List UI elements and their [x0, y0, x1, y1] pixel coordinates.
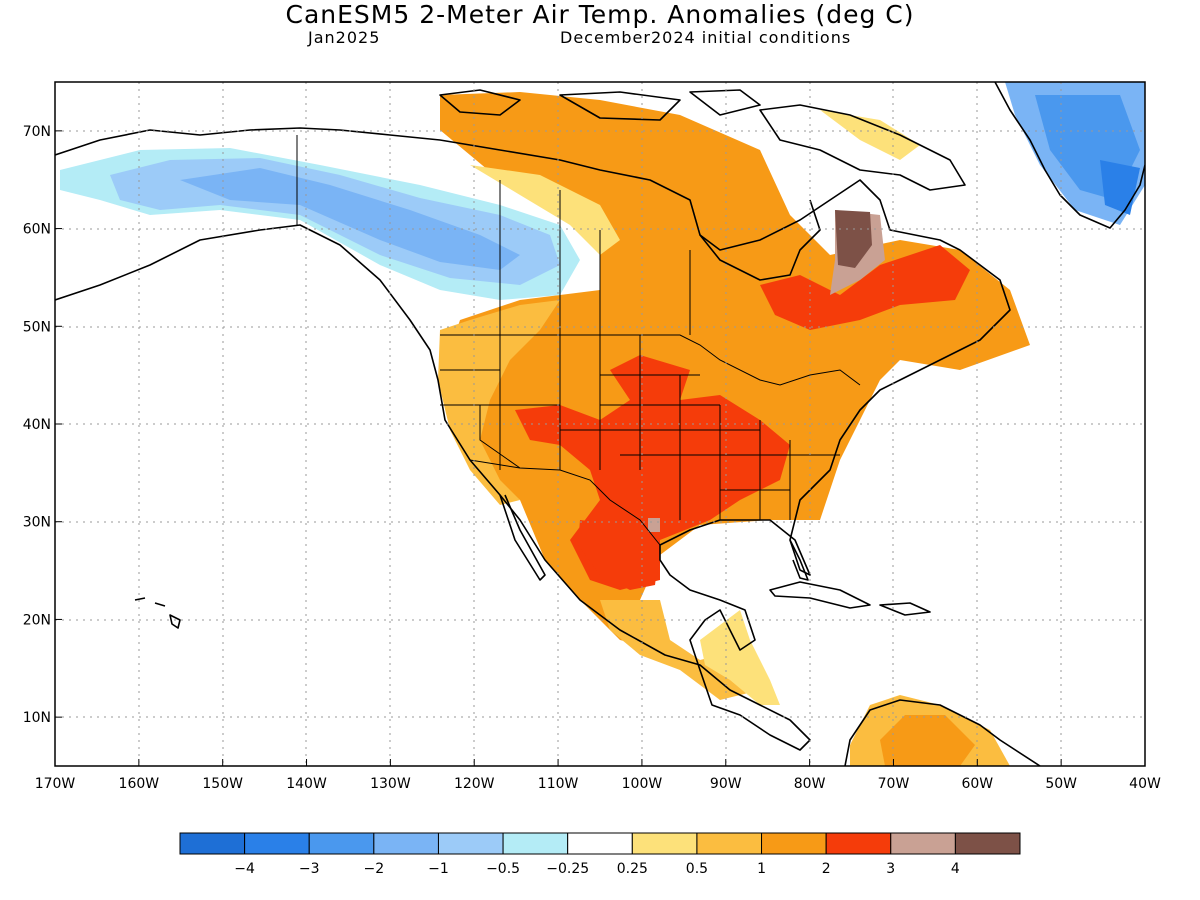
legend-label: −4: [234, 861, 255, 877]
lat-tick-label: 70N: [23, 124, 51, 140]
legend-label: 4: [951, 861, 960, 877]
lon-tick-label: 150W: [202, 776, 243, 792]
map-title: CanESM5 2-Meter Air Temp. Anomalies (deg…: [285, 0, 915, 29]
legend-swatch: [373, 832, 439, 855]
anomaly-region-gulf-hot: [578, 520, 660, 590]
lon-tick-label: 120W: [454, 776, 495, 792]
longitude-ticks: 170W 160W 150W 140W 130W 120W 110W 100W 90W 80W 70…: [35, 759, 1161, 792]
lon-tick-label: 110W: [538, 776, 579, 792]
legend-swatch: [825, 832, 892, 855]
target-month: Jan2025: [308, 28, 381, 47]
legend-swatch: [761, 832, 827, 855]
lat-tick-label: 20N: [23, 612, 51, 628]
map-plot-area: [55, 82, 1145, 766]
anomaly-region-centralamerica: [700, 610, 780, 705]
lat-tick-label: 10N: [23, 710, 51, 726]
anomaly-region-alaska-core: [180, 168, 520, 270]
lon-tick-label: 160W: [119, 776, 160, 792]
anomaly-region-southamerica-core: [880, 715, 975, 766]
graticule: [55, 82, 1145, 766]
coastline-arctic-islands: [439, 89, 761, 121]
anomaly-region-quebec-hot: [760, 245, 970, 330]
lat-tick-label: 30N: [23, 515, 51, 531]
lon-tick-label: 80W: [794, 776, 826, 792]
legend-label: 0.25: [617, 861, 648, 877]
lon-tick-label: 140W: [286, 776, 327, 792]
coastline-baja: [499, 494, 546, 581]
lon-tick-label: 130W: [370, 776, 411, 792]
legend-label: 0.5: [686, 861, 708, 877]
legend-swatch: [502, 832, 569, 855]
legend-label: −1: [428, 861, 449, 877]
coastlines: [55, 82, 1145, 766]
legend-label: −0.5: [486, 861, 520, 877]
lon-tick-label: 90W: [710, 776, 742, 792]
anomaly-region-arctic-light: [470, 165, 620, 255]
coastline-hawaii: [134, 597, 181, 629]
lon-tick-label: 60W: [961, 776, 993, 792]
anomaly-shading: [60, 82, 1145, 766]
anomaly-region-west-light: [438, 300, 560, 505]
lon-tick-label: 70W: [878, 776, 910, 792]
legend-swatch: [308, 832, 375, 855]
coastline-hudson-bay: [699, 199, 821, 281]
border-us-states: [440, 335, 840, 520]
legend-swatch: [437, 832, 504, 855]
anomaly-region-ungava-4plus: [835, 210, 872, 268]
political-borders: [296, 135, 861, 546]
coastline-greenland: [994, 82, 1145, 229]
legend-swatch: [954, 832, 1021, 855]
legend-swatch: [631, 832, 698, 855]
legend-swatch: [179, 832, 246, 855]
initial-conditions: December2024 initial conditions: [560, 28, 852, 47]
legend-label: −2: [364, 861, 385, 877]
coastline-cuba: [769, 581, 871, 609]
legend-label: −0.25: [546, 861, 589, 877]
latitude-ticks: 70N 60N 50N 40N 30N 20N 10N: [23, 124, 62, 726]
lon-tick-label: 170W: [35, 776, 76, 792]
anomaly-region-baffin-light: [820, 110, 920, 160]
lat-tick-label: 40N: [23, 417, 51, 433]
border-canada-provinces: [499, 180, 691, 335]
legend-swatch: [696, 832, 763, 855]
legend-label: 1: [757, 861, 766, 877]
legend-swatch: [567, 832, 633, 855]
legend-label: 2: [822, 861, 831, 877]
legend-swatch: [890, 832, 956, 855]
border-us-canada: [440, 334, 861, 386]
coastline-south-america: [844, 699, 1041, 766]
lon-tick-label: 50W: [1045, 776, 1077, 792]
legend-swatch: [244, 832, 310, 855]
lat-tick-label: 60N: [23, 222, 51, 238]
coastline-florida: [789, 539, 809, 581]
anomaly-region-mexico-light: [600, 600, 760, 700]
lon-tick-label: 40W: [1129, 776, 1161, 792]
lon-tick-label: 100W: [622, 776, 663, 792]
legend-label: −3: [299, 861, 320, 877]
coastline-baffin: [759, 104, 966, 191]
anomaly-cell-texas-3to4: [648, 518, 660, 532]
legend-label: 3: [886, 861, 895, 877]
coastline-hispaniola: [879, 602, 931, 616]
color-legend: −4 −3 −2 −1 −0.5 −0.25 0.25 0.5 1 2 3 4: [179, 832, 1021, 877]
lat-tick-label: 50N: [23, 319, 51, 335]
